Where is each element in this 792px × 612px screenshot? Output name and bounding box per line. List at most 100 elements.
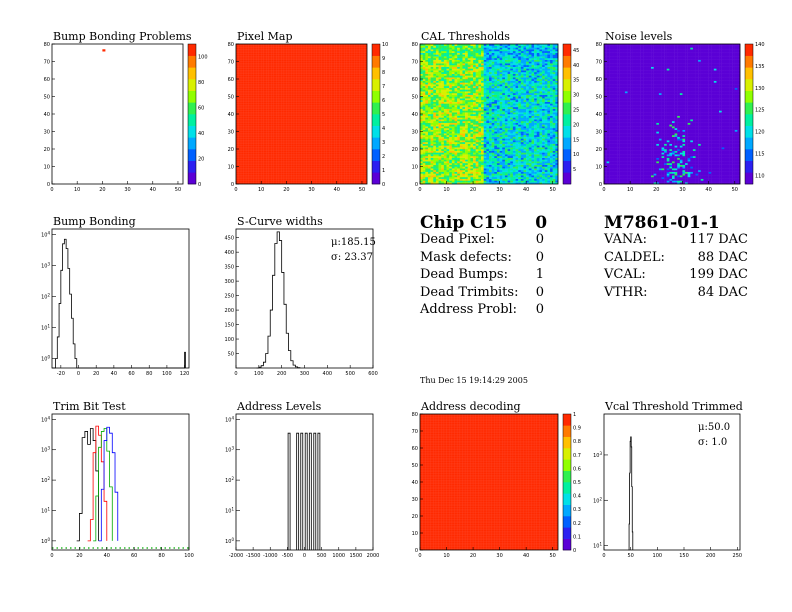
heatmap-cell xyxy=(550,65,553,67)
heatmap-cell xyxy=(443,131,447,134)
heatmap-cell xyxy=(425,170,429,172)
heatmap-cell xyxy=(462,93,466,95)
heatmap-cell xyxy=(473,44,476,46)
heatmap-cell xyxy=(491,149,495,151)
heatmap-cell xyxy=(422,115,426,118)
heatmap-cell xyxy=(502,170,506,172)
heatmap-cell xyxy=(451,154,455,157)
heatmap-cell xyxy=(552,161,556,164)
heatmap-cell xyxy=(539,119,543,122)
heatmap-cell xyxy=(473,140,476,143)
heatmap-cell xyxy=(550,150,553,153)
heatmap-cell xyxy=(430,54,434,57)
heatmap-cell xyxy=(491,100,495,102)
heatmap-cell xyxy=(425,61,429,64)
heatmap-cell xyxy=(604,145,607,148)
heatmap-cell xyxy=(438,94,442,97)
heatmap-cell xyxy=(526,115,530,118)
heatmap-cell xyxy=(475,147,479,150)
heatmap-cell xyxy=(430,89,434,92)
heatmap-cell xyxy=(520,175,524,178)
heatmap-cell xyxy=(512,61,516,64)
y-tick-label: 50 xyxy=(228,95,234,101)
heatmap-cell xyxy=(451,177,455,179)
heatmap-cell xyxy=(459,180,463,183)
heatmap-cell xyxy=(499,180,503,183)
heatmap-cell xyxy=(454,163,458,165)
heatmap-cell xyxy=(465,136,468,139)
heatmap-cell xyxy=(459,114,463,116)
heatmap-cell xyxy=(451,103,455,106)
heatmap-cell xyxy=(526,171,530,174)
heatmap-cell xyxy=(515,170,519,172)
heatmap-cell xyxy=(420,52,423,55)
heatmap-cell xyxy=(422,61,426,64)
heatmap-cell xyxy=(547,163,551,165)
heatmap-cell xyxy=(465,68,468,71)
heatmap-cell xyxy=(542,114,545,116)
heatmap-cell xyxy=(515,68,519,71)
heatmap-cell xyxy=(499,154,503,157)
heatmap-cell xyxy=(515,149,519,151)
heatmap-cell xyxy=(617,178,620,181)
heatmap-cell xyxy=(470,112,474,115)
heatmap-cell xyxy=(489,77,492,80)
heatmap-cell xyxy=(611,103,615,106)
heatmap-cell xyxy=(504,75,508,78)
heatmap-cell xyxy=(443,161,447,164)
heatmap-cell xyxy=(451,128,455,130)
heatmap-cell xyxy=(552,121,556,123)
heatmap-cell xyxy=(544,173,548,176)
heatmap-cell xyxy=(507,114,511,116)
heatmap-cell xyxy=(504,170,508,172)
heatmap-cell xyxy=(518,171,522,174)
heatmap-cell xyxy=(486,66,490,69)
heatmap-cell xyxy=(502,143,506,146)
heatmap-cell xyxy=(486,159,490,162)
heatmap-cell xyxy=(478,101,482,104)
heatmap-cell xyxy=(454,171,458,174)
heatmap-cell xyxy=(451,84,455,87)
heatmap-cell xyxy=(433,140,437,143)
heatmap-cell xyxy=(457,121,461,123)
heatmap-cell xyxy=(483,115,487,118)
heatmap-cell xyxy=(502,164,506,167)
heatmap-cell xyxy=(483,149,487,151)
heatmap-cell xyxy=(481,122,484,125)
heatmap-cell xyxy=(446,129,450,132)
heatmap-cell xyxy=(430,80,434,83)
heatmap-cell xyxy=(507,91,511,94)
heatmap-cell xyxy=(481,94,484,97)
heatmap-cell xyxy=(473,170,476,172)
heatmap-cell xyxy=(422,58,426,60)
heatmap-cell xyxy=(438,117,442,120)
heatmap-cell xyxy=(427,121,431,123)
heatmap-cell xyxy=(430,68,434,71)
heatmap-cell xyxy=(430,133,434,136)
heatmap-cell xyxy=(531,101,535,104)
heatmap-cell xyxy=(542,126,545,129)
heatmap-cell xyxy=(547,136,551,139)
heatmap-cell xyxy=(478,129,482,132)
heatmap-cell xyxy=(619,94,623,97)
heatmap-cell xyxy=(515,80,519,83)
heatmap-cell xyxy=(449,156,453,158)
heatmap-cell xyxy=(483,93,487,95)
heatmap-cell xyxy=(443,84,447,87)
heatmap-cell xyxy=(502,61,506,64)
heatmap-cell xyxy=(496,70,500,73)
heatmap-cell xyxy=(552,72,556,74)
heatmap-cell xyxy=(443,182,447,185)
x-tick-label: 50 xyxy=(359,187,365,193)
heatmap-cell xyxy=(547,164,551,167)
heatmap-cell xyxy=(550,154,553,157)
heatmap-cell xyxy=(494,115,498,118)
heatmap-cell xyxy=(427,96,431,99)
heatmap-cell xyxy=(446,140,450,143)
heatmap-cell xyxy=(526,68,530,71)
heatmap-cell xyxy=(486,150,490,153)
heatmap-cell xyxy=(512,150,516,153)
heatmap-cell xyxy=(504,128,508,130)
heatmap-cell xyxy=(446,103,450,106)
heatmap-cell xyxy=(611,68,615,71)
